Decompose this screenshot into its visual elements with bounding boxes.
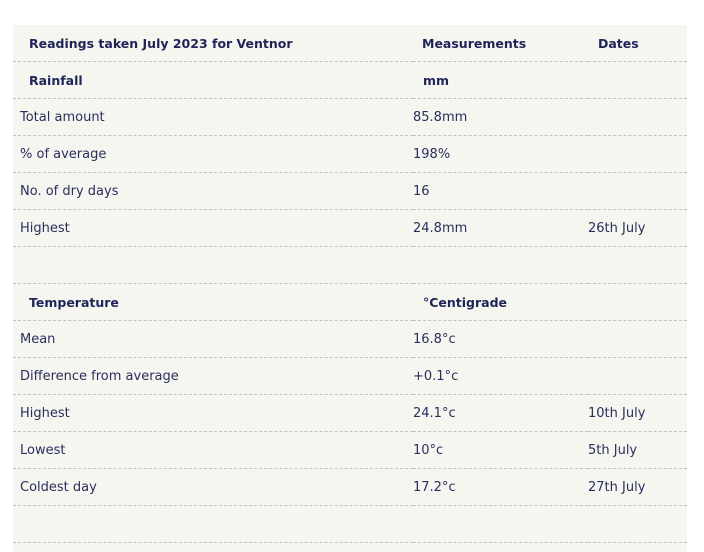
row-date: 26th July [588,209,687,247]
row-date [588,172,687,210]
table-row: No. of dry days 16 [13,172,687,210]
rainfall-section-row: Rainfall mm [13,61,687,99]
table-row: Mean 16.8°c [13,320,687,358]
rainfall-unit: mm [413,61,588,99]
row-label: Highest [13,209,413,247]
table-row: % of average 198% [13,135,687,173]
dates-column-header: Dates [588,25,687,62]
row-value: 16 [413,172,588,210]
spacer-row [13,505,687,543]
empty-cell [588,61,687,99]
row-date: 5th July [588,431,687,469]
table-row: Difference from average +0.1°c [13,357,687,395]
row-value: 85.8mm [413,98,588,136]
row-label: Mean [13,320,413,358]
row-date [588,357,687,395]
empty-cell [588,283,687,321]
row-label: % of average [13,135,413,173]
temperature-section-row: Temperature °Centigrade [13,283,687,321]
rainfall-section-title: Rainfall [13,61,413,99]
row-date [588,135,687,173]
table-row: Coldest day 17.2°c 27th July [13,468,687,506]
row-value: 10°c [413,431,588,469]
table-title: Readings taken July 2023 for Ventnor [13,25,413,62]
row-value: 17.2°c [413,468,588,506]
row-label: Lowest [13,431,413,469]
temperature-unit: °Centigrade [413,283,588,321]
table-row: Highest 24.1°c 10th July [13,394,687,432]
row-value: 198% [413,135,588,173]
row-label: No. of dry days [13,172,413,210]
row-date: 10th July [588,394,687,432]
table-row: Lowest 10°c 5th July [13,431,687,469]
spacer-row [13,246,687,284]
table-row: Highest 24.8mm 26th July [13,209,687,247]
table-row: Total amount 85.8mm [13,98,687,136]
row-label: Coldest day [13,468,413,506]
row-label: Total amount [13,98,413,136]
row-value: +0.1°c [413,357,588,395]
row-label: Difference from average [13,357,413,395]
row-date [588,320,687,358]
row-date [588,98,687,136]
row-date: 27th July [588,468,687,506]
row-value: 24.8mm [413,209,588,247]
weather-readings-table: Readings taken July 2023 for Ventnor Mea… [13,25,687,543]
measurements-column-header: Measurements [413,25,588,62]
row-value: 16.8°c [413,320,588,358]
row-value: 24.1°c [413,394,588,432]
row-label: Highest [13,394,413,432]
temperature-section-title: Temperature [13,283,413,321]
weather-readings-panel: Readings taken July 2023 for Ventnor Mea… [13,25,687,552]
table-header-row: Readings taken July 2023 for Ventnor Mea… [13,25,687,62]
